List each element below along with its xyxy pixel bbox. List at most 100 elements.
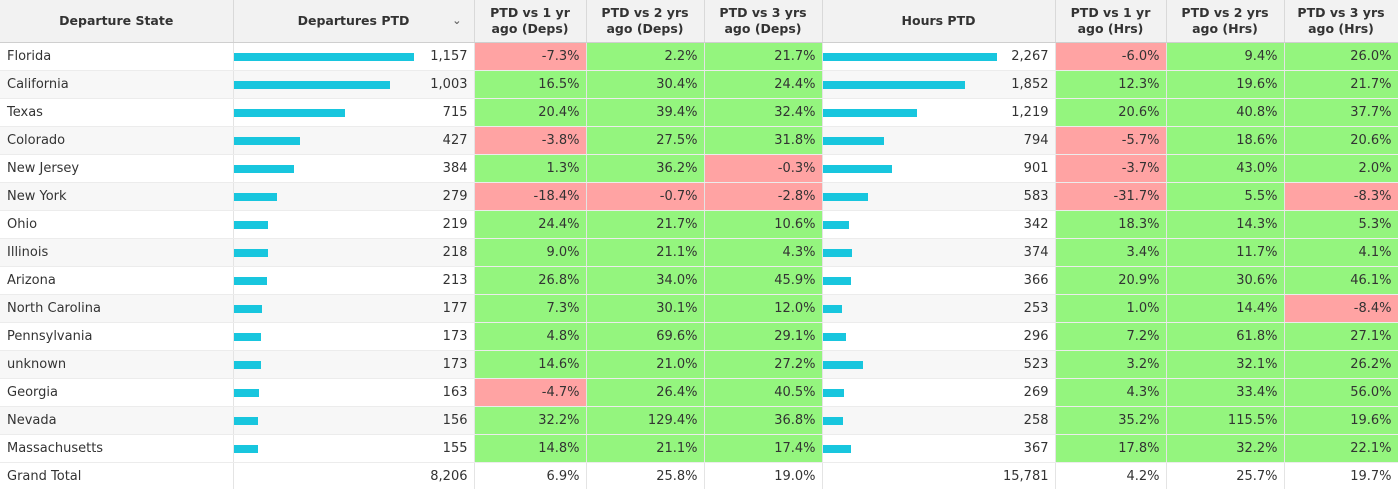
hours-cell-value: 342	[823, 217, 1049, 232]
hours-cell: 901	[822, 155, 1055, 183]
hours-cell: 374	[822, 239, 1055, 267]
deps-vs-2yr-cell: 2.2%	[586, 43, 704, 71]
hrs-vs-1yr-cell: -6.0%	[1055, 43, 1166, 71]
deps-vs-2yr-cell: 69.6%	[586, 323, 704, 351]
hrs-vs-3yr-cell: 5.3%	[1284, 211, 1398, 239]
hours-cell: 15,781	[822, 463, 1055, 489]
header-deps-vs-1yr[interactable]: PTD vs 1 yr ago (Deps)	[474, 0, 586, 43]
deps-vs-2yr-cell: 39.4%	[586, 99, 704, 127]
state-cell: New Jersey	[0, 155, 233, 183]
hours-cell-value: 1,219	[823, 105, 1049, 120]
deps-vs-3yr-cell: 4.3%	[704, 239, 822, 267]
hrs-vs-2yr-cell: 32.2%	[1166, 435, 1284, 463]
hours-cell: 366	[822, 267, 1055, 295]
header-hrs-vs-2yr[interactable]: PTD vs 2 yrs ago (Hrs)	[1166, 0, 1284, 43]
state-cell: Illinois	[0, 239, 233, 267]
hrs-vs-1yr-cell: 18.3%	[1055, 211, 1166, 239]
state-cell: Arizona	[0, 267, 233, 295]
deps-vs-2yr-cell: 36.2%	[586, 155, 704, 183]
deps-vs-3yr-cell: 36.8%	[704, 407, 822, 435]
hrs-vs-2yr-cell: 5.5%	[1166, 183, 1284, 211]
hrs-vs-2yr-cell: 9.4%	[1166, 43, 1284, 71]
header-deps-vs-2yr[interactable]: PTD vs 2 yrs ago (Deps)	[586, 0, 704, 43]
departures-cell-value: 1,157	[234, 49, 468, 64]
header-hrs-vs-3yr[interactable]: PTD vs 3 yrs ago (Hrs)	[1284, 0, 1398, 43]
header-hours-ptd[interactable]: Hours PTD	[822, 0, 1055, 43]
hrs-vs-2yr-cell: 25.7%	[1166, 463, 1284, 489]
state-cell: Ohio	[0, 211, 233, 239]
hrs-vs-1yr-cell: 1.0%	[1055, 295, 1166, 323]
departures-cell-value: 173	[234, 329, 468, 344]
header-departures-ptd[interactable]: Departures PTD⌄	[233, 0, 474, 43]
hrs-vs-2yr-cell: 33.4%	[1166, 379, 1284, 407]
hrs-vs-3yr-cell: 37.7%	[1284, 99, 1398, 127]
deps-vs-3yr-cell: 45.9%	[704, 267, 822, 295]
deps-vs-1yr-cell: 14.8%	[474, 435, 586, 463]
deps-vs-2yr-cell: 34.0%	[586, 267, 704, 295]
deps-vs-2yr-cell: 30.1%	[586, 295, 704, 323]
deps-vs-1yr-cell: 7.3%	[474, 295, 586, 323]
hours-cell-value: 583	[823, 189, 1049, 204]
hrs-vs-3yr-cell: 2.0%	[1284, 155, 1398, 183]
deps-vs-1yr-cell: 20.4%	[474, 99, 586, 127]
hrs-vs-2yr-cell: 18.6%	[1166, 127, 1284, 155]
departures-cell-value: 384	[234, 161, 468, 176]
hours-cell-value: 367	[823, 441, 1049, 456]
hrs-vs-1yr-cell: 7.2%	[1055, 323, 1166, 351]
hours-cell-value: 15,781	[823, 469, 1049, 484]
state-cell: Texas	[0, 99, 233, 127]
departures-cell: 155	[233, 435, 474, 463]
hours-cell-value: 374	[823, 245, 1049, 260]
state-cell: Grand Total	[0, 463, 233, 489]
departures-cell-value: 156	[234, 413, 468, 428]
hrs-vs-2yr-cell: 19.6%	[1166, 71, 1284, 99]
header-departure-state[interactable]: Departure State	[0, 0, 233, 43]
deps-vs-1yr-cell: 14.6%	[474, 351, 586, 379]
deps-vs-2yr-cell: -0.7%	[586, 183, 704, 211]
hours-cell: 296	[822, 323, 1055, 351]
hours-cell: 269	[822, 379, 1055, 407]
hours-cell-value: 2,267	[823, 49, 1049, 64]
departures-cell: 427	[233, 127, 474, 155]
hours-cell-value: 901	[823, 161, 1049, 176]
deps-vs-2yr-cell: 21.1%	[586, 239, 704, 267]
deps-vs-3yr-cell: 19.0%	[704, 463, 822, 489]
departures-cell: 213	[233, 267, 474, 295]
state-cell: Pennsylvania	[0, 323, 233, 351]
deps-vs-3yr-cell: 24.4%	[704, 71, 822, 99]
hrs-vs-2yr-cell: 115.5%	[1166, 407, 1284, 435]
header-hrs-vs-1yr[interactable]: PTD vs 1 yr ago (Hrs)	[1055, 0, 1166, 43]
header-deps-vs-3yr[interactable]: PTD vs 3 yrs ago (Deps)	[704, 0, 822, 43]
hrs-vs-2yr-cell: 61.8%	[1166, 323, 1284, 351]
hrs-vs-1yr-cell: 3.2%	[1055, 351, 1166, 379]
departures-cell-value: 219	[234, 217, 468, 232]
sort-descending-icon[interactable]: ⌄	[452, 13, 461, 29]
departures-cell-value: 715	[234, 105, 468, 120]
deps-vs-2yr-cell: 129.4%	[586, 407, 704, 435]
departures-cell: 219	[233, 211, 474, 239]
hours-cell: 253	[822, 295, 1055, 323]
hours-cell-value: 253	[823, 301, 1049, 316]
hours-cell: 1,219	[822, 99, 1055, 127]
departures-cell: 1,157	[233, 43, 474, 71]
departures-cell: 8,206	[233, 463, 474, 489]
hrs-vs-1yr-cell: 20.9%	[1055, 267, 1166, 295]
deps-vs-2yr-cell: 26.4%	[586, 379, 704, 407]
